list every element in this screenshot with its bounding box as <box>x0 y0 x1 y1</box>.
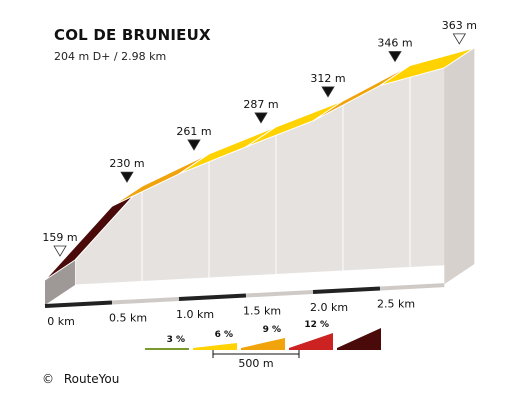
x-tick-label-1: 0.5 km <box>109 312 147 325</box>
elevation-label-5: 346 m <box>377 37 412 50</box>
scale-bar-label: 500 m <box>238 357 273 370</box>
chart-title: COL DE BRUNIEUX <box>54 26 211 44</box>
elevation-label-3: 287 m <box>243 98 278 111</box>
top-face-5 <box>379 47 475 87</box>
elevation-label-2: 261 m <box>176 125 211 138</box>
chart-subtitle: 204 m D+ / 2.98 km <box>54 50 167 63</box>
elevation-label-0: 159 m <box>42 231 77 244</box>
distance-bar-1 <box>111 297 180 305</box>
elevation-marker-2 <box>187 139 201 151</box>
grade-legend: 3 % 6 % 9 % 12 % 500 m <box>145 320 381 370</box>
elevation-marker-1 <box>120 171 134 183</box>
legend-swatch-3 <box>289 333 333 350</box>
distance-bar-4 <box>312 286 381 294</box>
x-tick-label-4: 2.0 km <box>310 301 348 314</box>
legend-label-0: 3 % <box>167 335 185 345</box>
elevation-marker-6 <box>452 33 467 45</box>
elevation-marker-5 <box>388 51 402 63</box>
elevation-marker-4 <box>321 86 335 98</box>
legend-swatch-4 <box>337 328 381 350</box>
legend-swatch-1 <box>193 343 237 350</box>
elevation-label-4: 312 m <box>310 72 345 85</box>
legend-label-3: 12 % <box>304 320 329 330</box>
elevation-marker-3 <box>254 112 268 124</box>
legend-swatch-0 <box>145 348 189 350</box>
x-tick-label-2: 1.0 km <box>176 308 214 321</box>
distance-bar-0 <box>44 300 113 308</box>
distance-bar-5 <box>379 283 445 291</box>
left-end-cap <box>45 260 75 305</box>
profile-side-faces <box>45 47 475 305</box>
copyright-icon: © <box>42 372 54 386</box>
elevation-markers: 159 m 230 m 261 m 287 m 312 m 346 m 363 m <box>42 19 477 257</box>
x-tick-label-5: 2.5 km <box>377 298 415 311</box>
elevation-label-6: 363 m <box>442 19 477 32</box>
elevation-marker-0 <box>53 245 67 257</box>
legend-label-1: 6 % <box>215 330 233 340</box>
x-tick-label-0: 0 km <box>47 315 75 328</box>
profile-top-faces <box>44 47 475 281</box>
copyright-credit: © RouteYou <box>42 372 119 386</box>
distance-axis: 0 km 0.5 km 1.0 km 1.5 km 2.0 km 2.5 km <box>44 283 445 328</box>
legend-label-2: 9 % <box>263 325 281 335</box>
distance-bar-3 <box>245 290 314 298</box>
elevation-label-1: 230 m <box>109 157 144 170</box>
distance-bar-2 <box>178 293 247 301</box>
x-tick-label-3: 1.5 km <box>243 305 281 318</box>
legend-swatch-2 <box>241 338 285 350</box>
right-end-cap <box>444 47 475 285</box>
credit-text: RouteYou <box>63 372 120 386</box>
